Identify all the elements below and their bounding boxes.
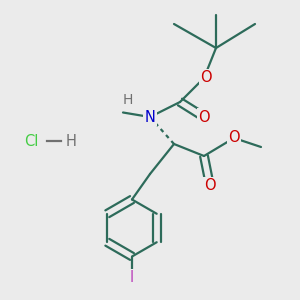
- Text: I: I: [130, 270, 134, 285]
- Text: O: O: [204, 178, 216, 194]
- Text: H: H: [66, 134, 77, 148]
- Text: H: H: [122, 94, 133, 107]
- Text: O: O: [198, 110, 210, 124]
- Text: N: N: [145, 110, 155, 124]
- Text: O: O: [228, 130, 240, 146]
- Text: O: O: [200, 70, 211, 86]
- Text: Cl: Cl: [24, 134, 38, 148]
